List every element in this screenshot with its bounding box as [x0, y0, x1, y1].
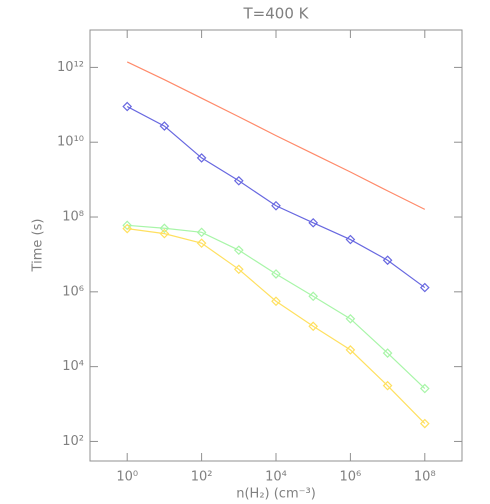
point-marker	[196, 153, 207, 163]
point-marker	[122, 101, 133, 112]
point-marker	[382, 348, 393, 358]
x-tick-label: 10²	[191, 470, 213, 485]
point-marker	[419, 383, 430, 394]
point-marker	[271, 269, 281, 279]
point-marker	[382, 255, 393, 266]
point-marker	[308, 321, 319, 332]
point-marker	[122, 223, 133, 234]
point-marker	[159, 223, 170, 234]
point-marker	[345, 313, 356, 324]
y-axis-label: Time (s)	[31, 219, 46, 273]
y-tick-label: 10¹⁰	[57, 135, 84, 150]
plot-frame	[89, 29, 463, 462]
point-marker	[159, 228, 170, 239]
x-tick-label: 10⁸	[414, 470, 436, 485]
point-marker	[345, 345, 356, 355]
point-marker	[196, 238, 207, 249]
y-tick-label: 10⁴	[62, 359, 84, 374]
x-tick-label: 10⁴	[265, 470, 287, 485]
point-marker	[271, 200, 281, 211]
point-marker	[419, 282, 430, 293]
point-marker	[159, 121, 170, 131]
series-line	[127, 224, 426, 389]
y-tick-label: 10²	[62, 434, 84, 449]
point-marker	[233, 264, 244, 275]
point-marker	[233, 175, 244, 186]
point-marker	[419, 418, 430, 429]
point-marker	[382, 380, 393, 391]
x-tick-label: 10⁶	[340, 470, 362, 485]
y-tick-label: 10⁶	[62, 284, 84, 299]
point-marker	[233, 245, 244, 256]
point-marker	[308, 217, 319, 228]
series-line	[127, 228, 426, 425]
point-marker	[345, 234, 356, 245]
point-marker	[122, 220, 133, 231]
point-marker	[271, 296, 281, 307]
chart-title: T=400 K	[243, 5, 310, 23]
point-marker	[308, 291, 319, 302]
y-tick-label: 10¹²	[57, 60, 84, 75]
x-tick-label: 10⁰	[116, 470, 138, 485]
series-line	[126, 105, 426, 289]
x-axis-label: n(H₂) (cm⁻³)	[236, 487, 316, 502]
point-marker	[196, 227, 207, 238]
series-line	[126, 61, 426, 210]
y-tick-label: 10⁸	[62, 210, 84, 225]
